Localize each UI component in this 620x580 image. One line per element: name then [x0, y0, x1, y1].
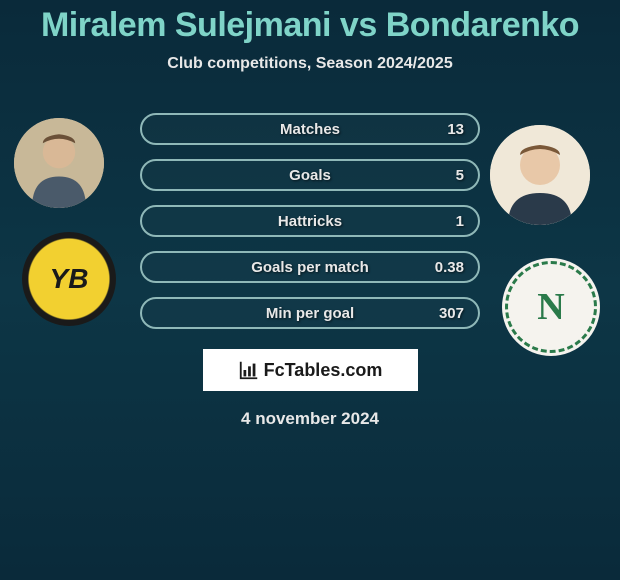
comparison-title: Miralem Sulejmani vs Bondarenko — [0, 0, 620, 45]
stat-row: Goals 5 — [140, 159, 480, 191]
player-right-club-badge: N — [502, 258, 600, 356]
stat-row: Goals per match 0.38 — [140, 251, 480, 283]
chart-icon — [238, 359, 260, 381]
club-badge-text: N — [537, 285, 564, 329]
player-left-avatar — [14, 118, 104, 208]
stat-value: 13 — [447, 121, 464, 138]
club-badge-text: YB — [50, 263, 89, 295]
player-right-avatar — [490, 125, 590, 225]
stat-row: Min per goal 307 — [140, 297, 480, 329]
stat-label: Goals per match — [251, 259, 369, 276]
stat-value: 0.38 — [435, 259, 464, 276]
stat-value: 307 — [439, 305, 464, 322]
stat-label: Min per goal — [266, 305, 354, 322]
stats-list: Matches 13 Goals 5 Hattricks 1 Goals per… — [140, 113, 480, 329]
comparison-date: 4 november 2024 — [0, 409, 620, 429]
subtitle: Club competitions, Season 2024/2025 — [0, 55, 620, 73]
stat-label: Hattricks — [278, 213, 342, 230]
stat-row: Matches 13 — [140, 113, 480, 145]
stat-value: 5 — [456, 167, 464, 184]
avatar-placeholder-icon — [14, 118, 104, 208]
stat-label: Goals — [289, 167, 331, 184]
fctables-logo: FcTables.com — [203, 349, 418, 391]
stat-label: Matches — [280, 121, 340, 138]
stat-row: Hattricks 1 — [140, 205, 480, 237]
stat-value: 1 — [456, 213, 464, 230]
avatar-placeholder-icon — [490, 125, 590, 225]
player-left-club-badge: YB — [22, 232, 116, 326]
logo-text: FcTables.com — [264, 360, 383, 381]
